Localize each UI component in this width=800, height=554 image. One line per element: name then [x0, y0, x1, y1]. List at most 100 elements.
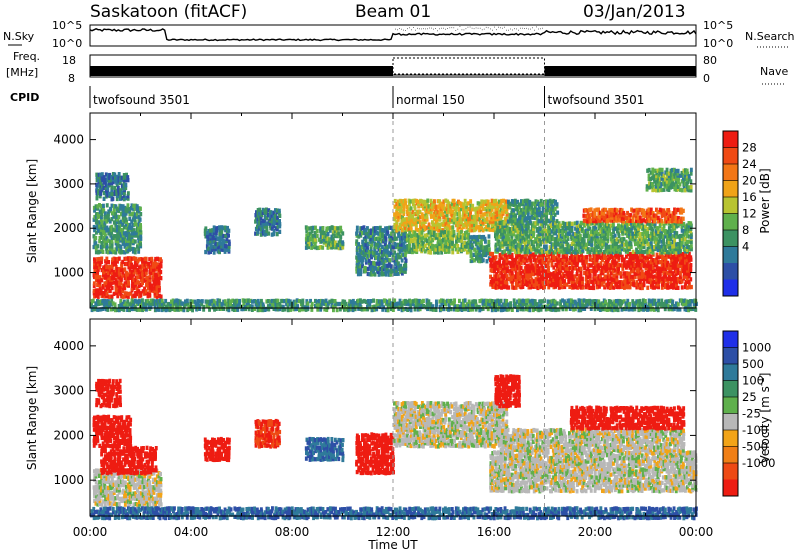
heatmap-cell: [547, 207, 550, 212]
heatmap-cell: [550, 229, 554, 234]
heatmap-cell: [423, 233, 427, 238]
heatmap-cell: [516, 271, 520, 276]
heatmap-cell: [662, 241, 666, 247]
heatmap-cell: [139, 269, 143, 274]
heatmap-cell: [577, 276, 581, 281]
heatmap-cell: [512, 242, 516, 247]
heatmap-cell: [651, 231, 655, 237]
heatmap-cell: [635, 260, 639, 265]
heatmap-cell: [393, 271, 397, 276]
heatmap-cell: [396, 271, 400, 276]
heatmap-cell: [656, 274, 660, 280]
heatmap-cell: [150, 286, 154, 291]
heatmap-cell: [478, 259, 482, 264]
heatmap-cell: [542, 253, 545, 258]
heatmap-cell: [215, 228, 219, 233]
heatmap-cell: [639, 266, 643, 271]
heatmap-cell: [625, 254, 628, 259]
heatmap-cell: [438, 199, 442, 204]
heatmap-cell: [617, 255, 621, 260]
heatmap-cell: [156, 283, 159, 288]
heatmap-cell: [600, 277, 604, 282]
heatmap-cell: [444, 222, 448, 227]
heatmap-cell: [659, 266, 662, 271]
heatmap-cell: [600, 282, 604, 287]
heatmap-cell: [556, 263, 559, 268]
heatmap-cell: [436, 250, 440, 255]
heatmap-cell: [676, 207, 680, 212]
heatmap-cell: [369, 233, 373, 238]
heatmap-cell: [491, 258, 495, 263]
heatmap-cell: [220, 225, 224, 230]
heatmap-cell: [685, 184, 689, 189]
heatmap-cell: [339, 239, 342, 244]
heatmap-cell: [505, 274, 509, 279]
heatmap-cell: [379, 266, 383, 272]
heatmap-cell: [459, 201, 463, 206]
heatmap-cell: [588, 226, 592, 231]
heatmap-cell: [212, 235, 216, 241]
heatmap-cell: [523, 237, 527, 242]
heatmap-cell: [638, 252, 642, 257]
heatmap-cell: [263, 224, 267, 229]
heatmap-cell: [396, 252, 400, 257]
heatmap-cell: [541, 249, 545, 254]
heatmap-cell: [364, 252, 368, 258]
heatmap-cell: [259, 216, 263, 221]
heatmap-cell: [110, 276, 114, 281]
heatmap-cell: [579, 285, 583, 290]
heatmap-cell: [572, 232, 575, 237]
heatmap-cell: [581, 285, 585, 290]
heatmap-cell: [503, 242, 507, 247]
heatmap-cell: [532, 221, 536, 226]
heatmap-cell: [556, 266, 559, 271]
heatmap-cell: [500, 266, 503, 271]
heatmap-cell: [559, 229, 563, 234]
heatmap-cell: [527, 269, 531, 274]
heatmap-cell: [608, 249, 612, 255]
heatmap-cell: [154, 261, 157, 267]
heatmap-cell: [305, 233, 309, 238]
heatmap-cell: [653, 285, 657, 290]
heatmap-cell: [636, 210, 640, 215]
heatmap-cell: [130, 206, 133, 211]
heatmap-cell: [602, 211, 606, 216]
heatmap-cell: [515, 255, 518, 260]
nsearch-tick-top: 10^5: [703, 19, 733, 32]
heatmap-cell: [402, 211, 406, 217]
heatmap-cell: [667, 242, 671, 247]
heatmap-cell: [544, 257, 548, 263]
heatmap-cell: [103, 223, 107, 228]
heatmap-cell: [588, 238, 592, 244]
heatmap-cell: [415, 247, 419, 252]
heatmap-cell: [391, 228, 395, 233]
heatmap-cell: [558, 260, 562, 266]
heatmap-cell: [525, 226, 528, 231]
heatmap-cell: [521, 216, 525, 221]
heatmap-cell: [146, 275, 150, 280]
heatmap-cell: [391, 236, 395, 241]
heatmap-cell: [677, 234, 681, 239]
heatmap-cell: [633, 271, 637, 277]
heatmap-cell: [494, 198, 498, 204]
heatmap-cell: [666, 211, 670, 216]
heatmap-cell: [632, 269, 635, 274]
heatmap-cell: [104, 301, 108, 306]
heatmap-cell: [99, 307, 103, 312]
heatmap-cell: [575, 225, 579, 231]
heatmap-cell: [566, 234, 570, 239]
heatmap-cell: [377, 238, 380, 244]
heatmap-cell: [141, 257, 144, 262]
heatmap-cell: [557, 247, 561, 252]
heatmap-cell: [120, 306, 124, 312]
heatmap-cell: [108, 178, 111, 183]
heatmap-cell: [132, 256, 136, 261]
heatmap-cell: [505, 199, 508, 204]
nsearch-trace: [395, 26, 543, 32]
heatmap-cell: [463, 209, 467, 214]
heatmap-cell: [678, 274, 682, 279]
heatmap-cell: [123, 294, 127, 299]
heatmap-cell: [460, 244, 464, 250]
heatmap-cell: [559, 280, 563, 285]
heatmap-cell: [104, 185, 108, 190]
